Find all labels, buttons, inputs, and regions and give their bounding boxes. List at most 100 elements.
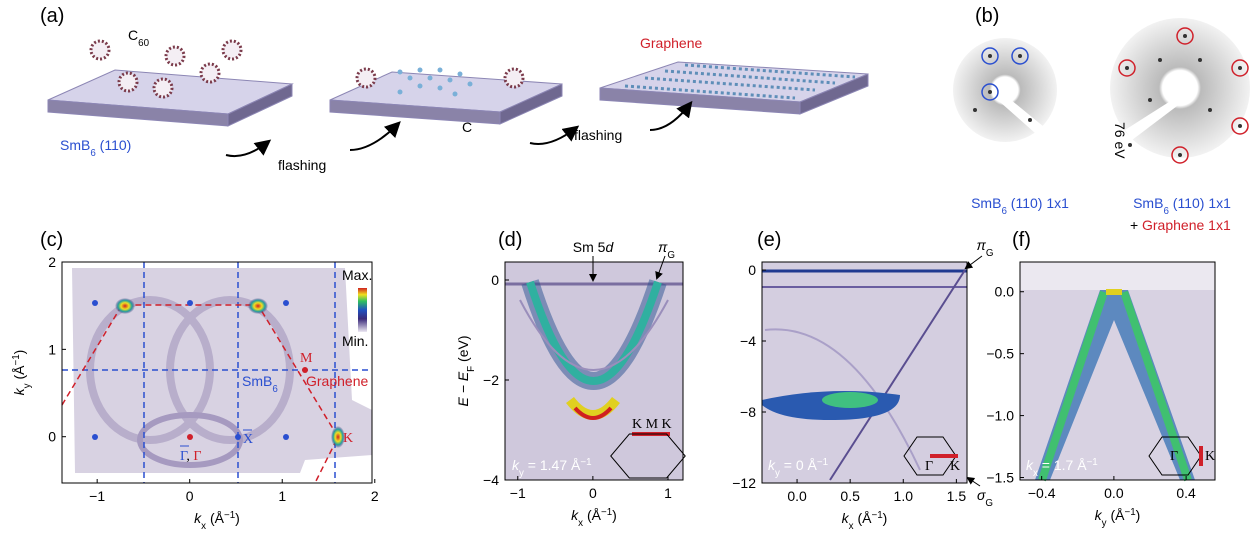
decoration: [1125, 95, 1185, 140]
text-part: x: [1033, 468, 1038, 479]
decoration: [981, 47, 1029, 101]
decoration: [115, 298, 135, 314]
x-axis-label: kx (Å−1): [571, 507, 617, 529]
decoration: [427, 75, 433, 81]
decoration: [283, 434, 289, 440]
decoration: [437, 85, 443, 91]
text-part: F: [466, 366, 477, 372]
decoration: [764, 328, 921, 471]
decoration: [1238, 124, 1242, 128]
decoration: [227, 83, 293, 127]
decoration: [1028, 118, 1032, 122]
annotation: C60: [128, 27, 150, 49]
text-part: 60: [138, 38, 149, 49]
decoration: [644, 76, 816, 92]
annotation: C60: [128, 27, 150, 49]
text-part: −1: [601, 507, 612, 518]
decoration: [1238, 66, 1242, 70]
annotation: SmB6: [242, 373, 278, 395]
text-part: −1: [817, 457, 828, 468]
decoration: [89, 39, 525, 99]
text-part: k: [842, 510, 850, 526]
text-part: x: [201, 521, 206, 532]
text-part: k: [1095, 507, 1103, 523]
decoration: [981, 47, 999, 65]
x-axis-label: ky (Å−1): [1095, 507, 1141, 529]
y-tick-label: −1.5: [986, 470, 1014, 486]
text-part: y: [775, 468, 780, 479]
y-tick-label: 0: [48, 429, 56, 445]
text-part: = 1.7 Å: [1038, 457, 1087, 473]
annotation: 76 eV: [1112, 122, 1128, 159]
y-tick-label: 2: [48, 254, 56, 270]
decoration: [1011, 47, 1029, 65]
annotation: K: [950, 459, 960, 474]
text-part: (eV): [455, 336, 471, 366]
text-part: d: [605, 239, 614, 255]
y-tick-label: 0: [748, 262, 756, 278]
decoration: [417, 67, 423, 73]
decoration: [829, 269, 966, 481]
annotation: Graphene: [640, 35, 702, 51]
decoration: [283, 300, 289, 306]
annotation: Sm 5d: [573, 239, 615, 255]
annotation: ky = 0 Å−1: [768, 457, 828, 479]
decoration: [407, 75, 413, 81]
text-part: ): [11, 350, 27, 355]
decoration: [822, 392, 878, 408]
annotation: Graphene 1x1: [1142, 217, 1231, 233]
annotation: C: [462, 119, 472, 135]
y-tick-label: −1.0: [986, 408, 1014, 424]
decoration: [903, 436, 957, 476]
axes-frame: [1019, 261, 1216, 481]
text-part: (110) 1x1: [1007, 195, 1069, 211]
decoration: [988, 54, 992, 58]
x-tick-label: 1.0: [894, 488, 914, 504]
text-part: ,: [186, 449, 193, 464]
decoration: [187, 300, 193, 306]
y-tick-label: 0.0: [995, 284, 1015, 300]
decoration: [953, 38, 1057, 142]
text-part: −1: [580, 457, 591, 468]
text-part: (110): [96, 137, 132, 153]
decoration: [437, 67, 443, 73]
decoration: [1148, 98, 1152, 102]
decoration: [397, 69, 403, 75]
text-part: (Å: [206, 510, 225, 526]
x-tick-label: 2: [371, 488, 379, 504]
axes-frame: [761, 261, 968, 484]
decoration: [1208, 108, 1212, 112]
decoration: [1178, 153, 1182, 157]
annotation: X: [243, 432, 253, 447]
annotation: kx = 1.7 Å−1: [1026, 457, 1098, 479]
text-part: π: [976, 237, 986, 253]
decoration: [1198, 58, 1202, 62]
panel-f-image: kx = 1.7 Å−1 Γ K: [1020, 262, 1215, 482]
text-part: k: [194, 510, 202, 526]
panel-label: (d): [498, 229, 522, 251]
decoration: [1183, 34, 1187, 38]
annotation: K: [343, 431, 353, 446]
annotation: πG: [976, 237, 993, 259]
decoration: [331, 426, 345, 448]
text-part: 6: [1001, 206, 1007, 217]
axes-frame: [504, 261, 684, 481]
decoration: [1231, 117, 1249, 135]
annotation: flashing: [574, 127, 622, 143]
text-part: − E: [455, 371, 471, 397]
decoration: [1128, 143, 1132, 147]
decoration: [221, 39, 243, 61]
text-part: x: [849, 521, 854, 532]
text-part: G: [986, 248, 994, 259]
decoration: [1018, 54, 1022, 58]
decoration: [649, 100, 693, 131]
decoration: [92, 300, 289, 440]
decoration: [417, 83, 423, 89]
x-tick-label: 0.5: [840, 488, 860, 504]
y-tick-label: −4: [740, 333, 756, 349]
decoration: [164, 45, 186, 67]
text-part: y: [519, 468, 524, 479]
decoration: [664, 69, 836, 85]
